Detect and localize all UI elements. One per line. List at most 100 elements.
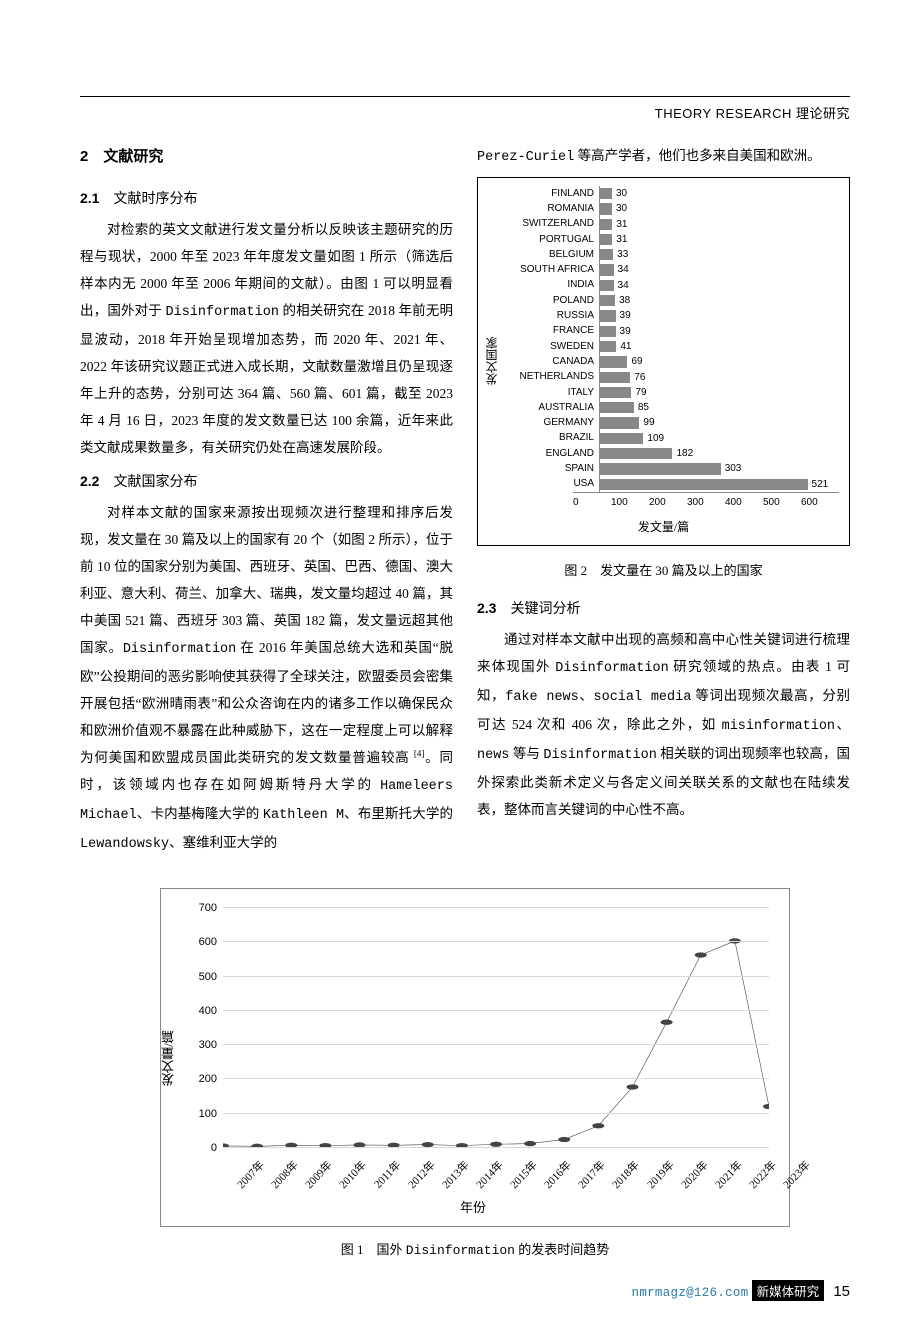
fig1-gridline: 600 (223, 941, 769, 942)
fig1-x-tick: 2010年 (335, 1157, 369, 1192)
figure-1-wrap: 发文量/篇 0100200300400500600700 2007年2008年2… (160, 888, 790, 1258)
fig1-marker (695, 952, 707, 957)
fig1-x-tick: 2007年 (233, 1157, 267, 1192)
fig1-x-tick: 2019年 (643, 1157, 677, 1192)
fig2-bar-value: 33 (617, 247, 628, 262)
fig1-x-tick: 2018年 (608, 1157, 642, 1192)
right-column: Perez-Curiel 等高产学者，他们也多来自美国和欧洲。 发文国家 FIN… (477, 142, 850, 858)
fig1-x-tick: 2020年 (677, 1157, 711, 1192)
fig1-x-tick: 2022年 (745, 1157, 779, 1192)
fig2-bar-value: 39 (620, 308, 631, 323)
fig1-y-tick: 500 (199, 971, 223, 983)
fig2-x-tick: 400 (725, 493, 763, 513)
fig2-bar (600, 310, 616, 321)
header-text-en: THEORY RESEARCH (655, 106, 792, 121)
fig2-bar-value: 31 (616, 232, 627, 247)
fig1-x-tick: 2015年 (506, 1157, 540, 1192)
fig2-bar (600, 463, 721, 474)
fig2-bar-value: 41 (620, 339, 631, 354)
header-text-cn: 理论研究 (796, 106, 850, 121)
fig2-x-tick: 500 (763, 493, 801, 513)
fig1-gridline: 700 (223, 907, 769, 908)
fig2-bar-value: 79 (635, 385, 646, 400)
fig1-x-tick: 2013年 (438, 1157, 472, 1192)
fig1-gridline: 400 (223, 1010, 769, 1011)
fig2-bar (600, 356, 627, 367)
fig2-x-tick: 100 (611, 493, 649, 513)
fig1-marker (558, 1137, 570, 1142)
figure-1-chart: 发文量/篇 0100200300400500600700 2007年2008年2… (160, 888, 790, 1227)
para-right-top: Perez-Curiel 等高产学者，他们也多来自美国和欧洲。 (477, 142, 850, 171)
fig1-gridline: 300 (223, 1044, 769, 1045)
fig2-bar (600, 326, 616, 337)
fig2-bar-value: 34 (618, 262, 629, 277)
fig1-y-tick: 600 (199, 936, 223, 948)
fig2-x-tick: 200 (649, 493, 687, 513)
fig1-y-tick: 700 (199, 902, 223, 914)
fig2-bar-value: 521 (812, 477, 829, 492)
fig1-x-tick: 2009年 (301, 1157, 335, 1192)
fig2-bar (600, 203, 612, 214)
figure-2-caption: 图 2 发文量在 30 篇及以上的国家 (477, 558, 850, 584)
left-column: 2 文献研究 2.1 文献时序分布 对检索的英文文献进行发文量分析以反映该主题研… (80, 142, 453, 858)
footer-journal-badge: 新媒体研究 (752, 1280, 825, 1301)
fig1-y-tick: 400 (199, 1005, 223, 1017)
fig2-bar-value: 30 (616, 201, 627, 216)
fig2-bar (600, 188, 612, 199)
section-2-3-title: 2.3 关键词分析 (477, 594, 850, 622)
fig1-marker (661, 1020, 673, 1025)
fig2-bar (600, 341, 616, 352)
fig2-bar-value: 182 (676, 446, 693, 461)
fig2-x-axis-label: 发文量/篇 (488, 515, 839, 539)
fig1-x-tick: 2008年 (267, 1157, 301, 1192)
fig1-gridline: 100 (223, 1113, 769, 1114)
fig2-bar (600, 417, 639, 428)
footer-email: nmrmagz@126.com (632, 1286, 749, 1300)
fig2-x-tick: 0 (573, 493, 611, 513)
section-2-2-title: 2.2 文献国家分布 (80, 467, 453, 495)
fig2-bar (600, 448, 672, 459)
fig1-x-tick: 2014年 (472, 1157, 506, 1192)
fig2-x-tick: 300 (687, 493, 725, 513)
fig1-y-tick: 100 (199, 1108, 223, 1120)
fig2-y-axis-label: 发文国家 (480, 337, 504, 385)
fig1-y-tick: 0 (211, 1142, 223, 1154)
fig1-marker (763, 1104, 769, 1109)
fig1-gridline: 0 (223, 1147, 769, 1148)
fig2-bar-row: USA 521 (514, 477, 839, 492)
section-2-1-title: 2.1 文献时序分布 (80, 184, 453, 212)
fig1-y-axis-label: 发文量/篇 (159, 1030, 178, 1086)
fig2-country-label: USA (514, 474, 599, 494)
fig2-bar-value: 39 (620, 324, 631, 339)
para-2-1: 对检索的英文文献进行发文量分析以反映该主题研究的历程与现状，2000 年至 20… (80, 216, 453, 461)
fig1-x-tick: 2017年 (574, 1157, 608, 1192)
fig2-bar (600, 234, 612, 245)
fig2-bar-value: 69 (631, 354, 642, 369)
fig2-bar (600, 264, 614, 275)
fig1-y-tick: 300 (199, 1039, 223, 1051)
footer-page-number: 15 (833, 1283, 850, 1300)
fig1-y-tick: 200 (199, 1073, 223, 1085)
fig2-x-tick: 600 (801, 493, 839, 513)
fig2-bar (600, 372, 630, 383)
fig1-x-tick: 2021年 (711, 1157, 745, 1192)
fig2-bar-value: 109 (647, 431, 664, 446)
fig1-marker (524, 1141, 536, 1146)
fig1-gridline: 500 (223, 976, 769, 977)
fig2-bar-value: 31 (616, 217, 627, 232)
fig2-bar-value: 99 (643, 415, 654, 430)
fig2-bar (600, 295, 615, 306)
page-footer: nmrmagz@126.com 新媒体研究 15 (80, 1280, 850, 1301)
fig2-bar-value: 76 (634, 370, 645, 385)
fig2-bar (600, 433, 643, 444)
fig1-marker (626, 1084, 638, 1089)
fig1-gridline: 200 (223, 1078, 769, 1079)
fig1-x-axis-label: 年份 (177, 1197, 769, 1216)
fig2-bar (600, 402, 634, 413)
page-header: THEORY RESEARCH 理论研究 (80, 96, 850, 122)
fig1-x-tick: 2023年 (779, 1157, 813, 1192)
fig1-x-tick: 2011年 (369, 1157, 403, 1192)
fig2-bar (600, 387, 631, 398)
fig1-x-tick: 2016年 (540, 1157, 574, 1192)
fig2-bar-value: 30 (616, 186, 627, 201)
